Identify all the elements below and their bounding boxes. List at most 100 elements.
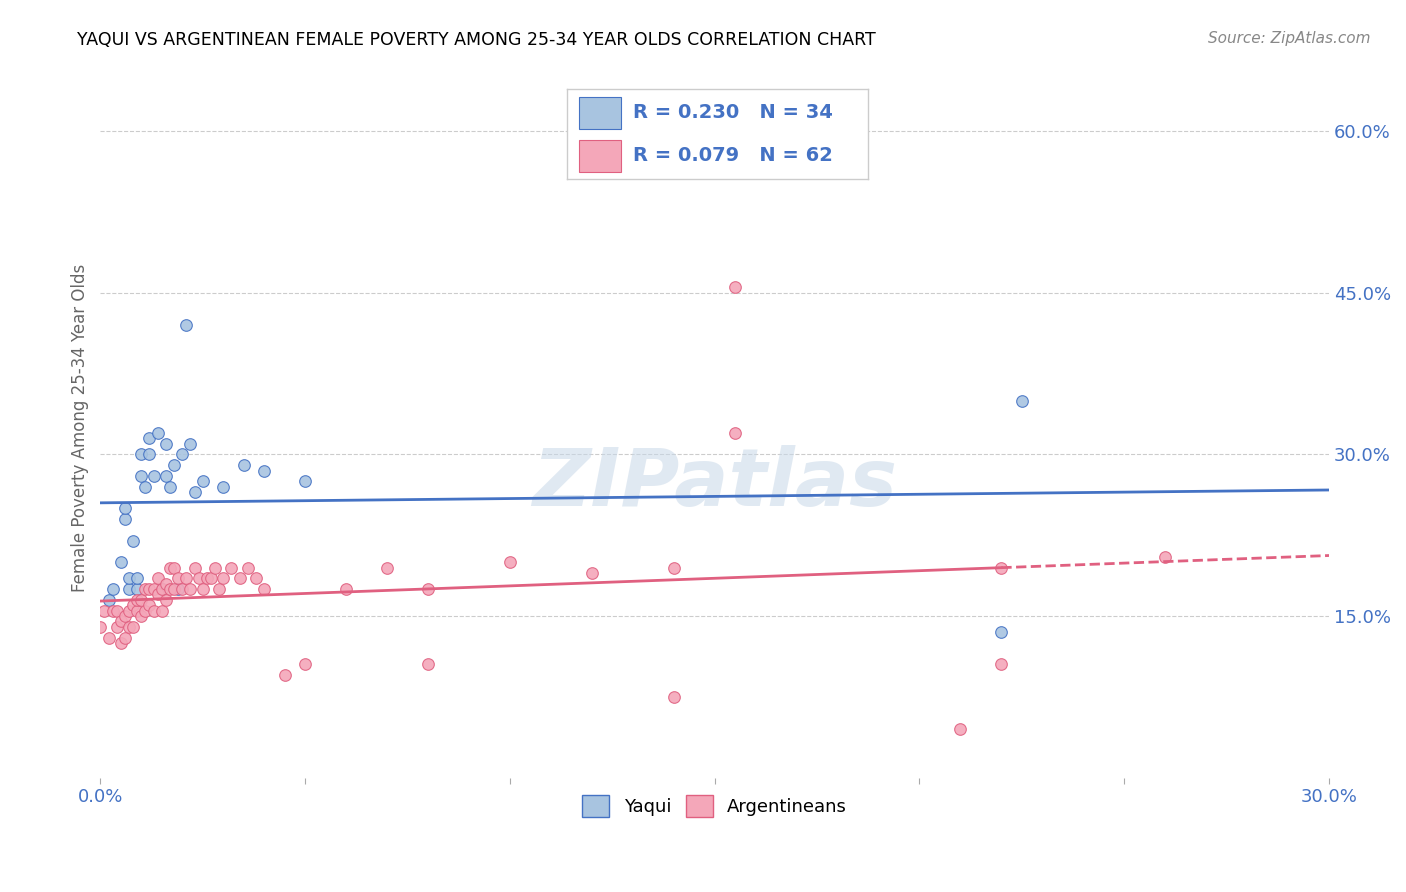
Point xyxy=(122,599,145,613)
Point xyxy=(191,582,214,596)
Point xyxy=(204,560,226,574)
Point xyxy=(200,571,222,585)
Point xyxy=(122,620,145,634)
Point xyxy=(294,475,316,489)
Point xyxy=(131,609,153,624)
Point xyxy=(1011,393,1033,408)
Point xyxy=(228,571,250,585)
Point xyxy=(118,571,141,585)
Point xyxy=(150,582,173,596)
Point xyxy=(172,582,194,596)
Point xyxy=(159,560,181,574)
Point xyxy=(724,425,747,440)
Point xyxy=(183,560,205,574)
Point xyxy=(163,458,186,473)
Point xyxy=(662,560,685,574)
Point xyxy=(212,571,235,585)
Text: Source: ZipAtlas.com: Source: ZipAtlas.com xyxy=(1208,31,1371,46)
Point xyxy=(159,582,181,596)
Point xyxy=(208,582,231,596)
Point xyxy=(1154,549,1177,564)
Point xyxy=(150,604,173,618)
Point xyxy=(134,582,156,596)
Point xyxy=(990,657,1012,672)
Point xyxy=(335,582,357,596)
Point xyxy=(138,431,160,445)
Point xyxy=(191,475,214,489)
Point xyxy=(990,625,1012,640)
Point xyxy=(155,592,177,607)
Point xyxy=(155,436,177,450)
Point xyxy=(142,604,165,618)
Point xyxy=(163,582,186,596)
Point xyxy=(167,582,190,596)
Point xyxy=(155,576,177,591)
Point xyxy=(127,571,149,585)
Point xyxy=(105,620,128,634)
Point xyxy=(122,533,145,548)
Point xyxy=(110,555,132,569)
Point xyxy=(118,620,141,634)
Point xyxy=(146,571,169,585)
Point xyxy=(89,620,111,634)
Point xyxy=(416,582,439,596)
Point xyxy=(110,636,132,650)
Point xyxy=(114,631,136,645)
Text: ZIPatlas: ZIPatlas xyxy=(533,444,897,523)
Point xyxy=(176,318,198,333)
Point xyxy=(134,604,156,618)
Point xyxy=(245,571,267,585)
Point xyxy=(138,599,160,613)
Point xyxy=(375,560,398,574)
Point xyxy=(101,604,124,618)
Point xyxy=(127,592,149,607)
Point xyxy=(163,560,186,574)
Point xyxy=(990,560,1012,574)
Point xyxy=(142,469,165,483)
Point xyxy=(101,582,124,596)
Point xyxy=(499,555,522,569)
Point xyxy=(187,571,209,585)
Point xyxy=(253,464,276,478)
Point xyxy=(294,657,316,672)
Point xyxy=(97,631,120,645)
Point xyxy=(97,592,120,607)
Point xyxy=(662,690,685,704)
Point xyxy=(105,604,128,618)
Point xyxy=(131,447,153,461)
Point xyxy=(167,571,190,585)
Point xyxy=(273,668,295,682)
Point xyxy=(127,582,149,596)
Point xyxy=(221,560,243,574)
Point xyxy=(110,615,132,629)
Point xyxy=(581,566,603,580)
Point xyxy=(114,609,136,624)
Point xyxy=(195,571,218,585)
Point xyxy=(212,480,235,494)
Point xyxy=(179,582,201,596)
Point xyxy=(134,480,156,494)
Point xyxy=(114,501,136,516)
Point xyxy=(146,425,169,440)
Point xyxy=(150,582,173,596)
Point xyxy=(138,447,160,461)
Point xyxy=(155,469,177,483)
Point xyxy=(131,469,153,483)
Point xyxy=(127,604,149,618)
Point xyxy=(183,485,205,500)
Point xyxy=(416,657,439,672)
Point xyxy=(93,604,115,618)
Point xyxy=(172,447,194,461)
Point xyxy=(159,480,181,494)
Point xyxy=(236,560,259,574)
Point xyxy=(131,592,153,607)
Point xyxy=(146,587,169,601)
Point xyxy=(232,458,254,473)
Y-axis label: Female Poverty Among 25-34 Year Olds: Female Poverty Among 25-34 Year Olds xyxy=(72,263,89,591)
Point xyxy=(176,571,198,585)
Text: YAQUI VS ARGENTINEAN FEMALE POVERTY AMONG 25-34 YEAR OLDS CORRELATION CHART: YAQUI VS ARGENTINEAN FEMALE POVERTY AMON… xyxy=(77,31,876,49)
Point xyxy=(949,722,972,736)
Point xyxy=(142,582,165,596)
Point xyxy=(138,582,160,596)
Point xyxy=(118,582,141,596)
